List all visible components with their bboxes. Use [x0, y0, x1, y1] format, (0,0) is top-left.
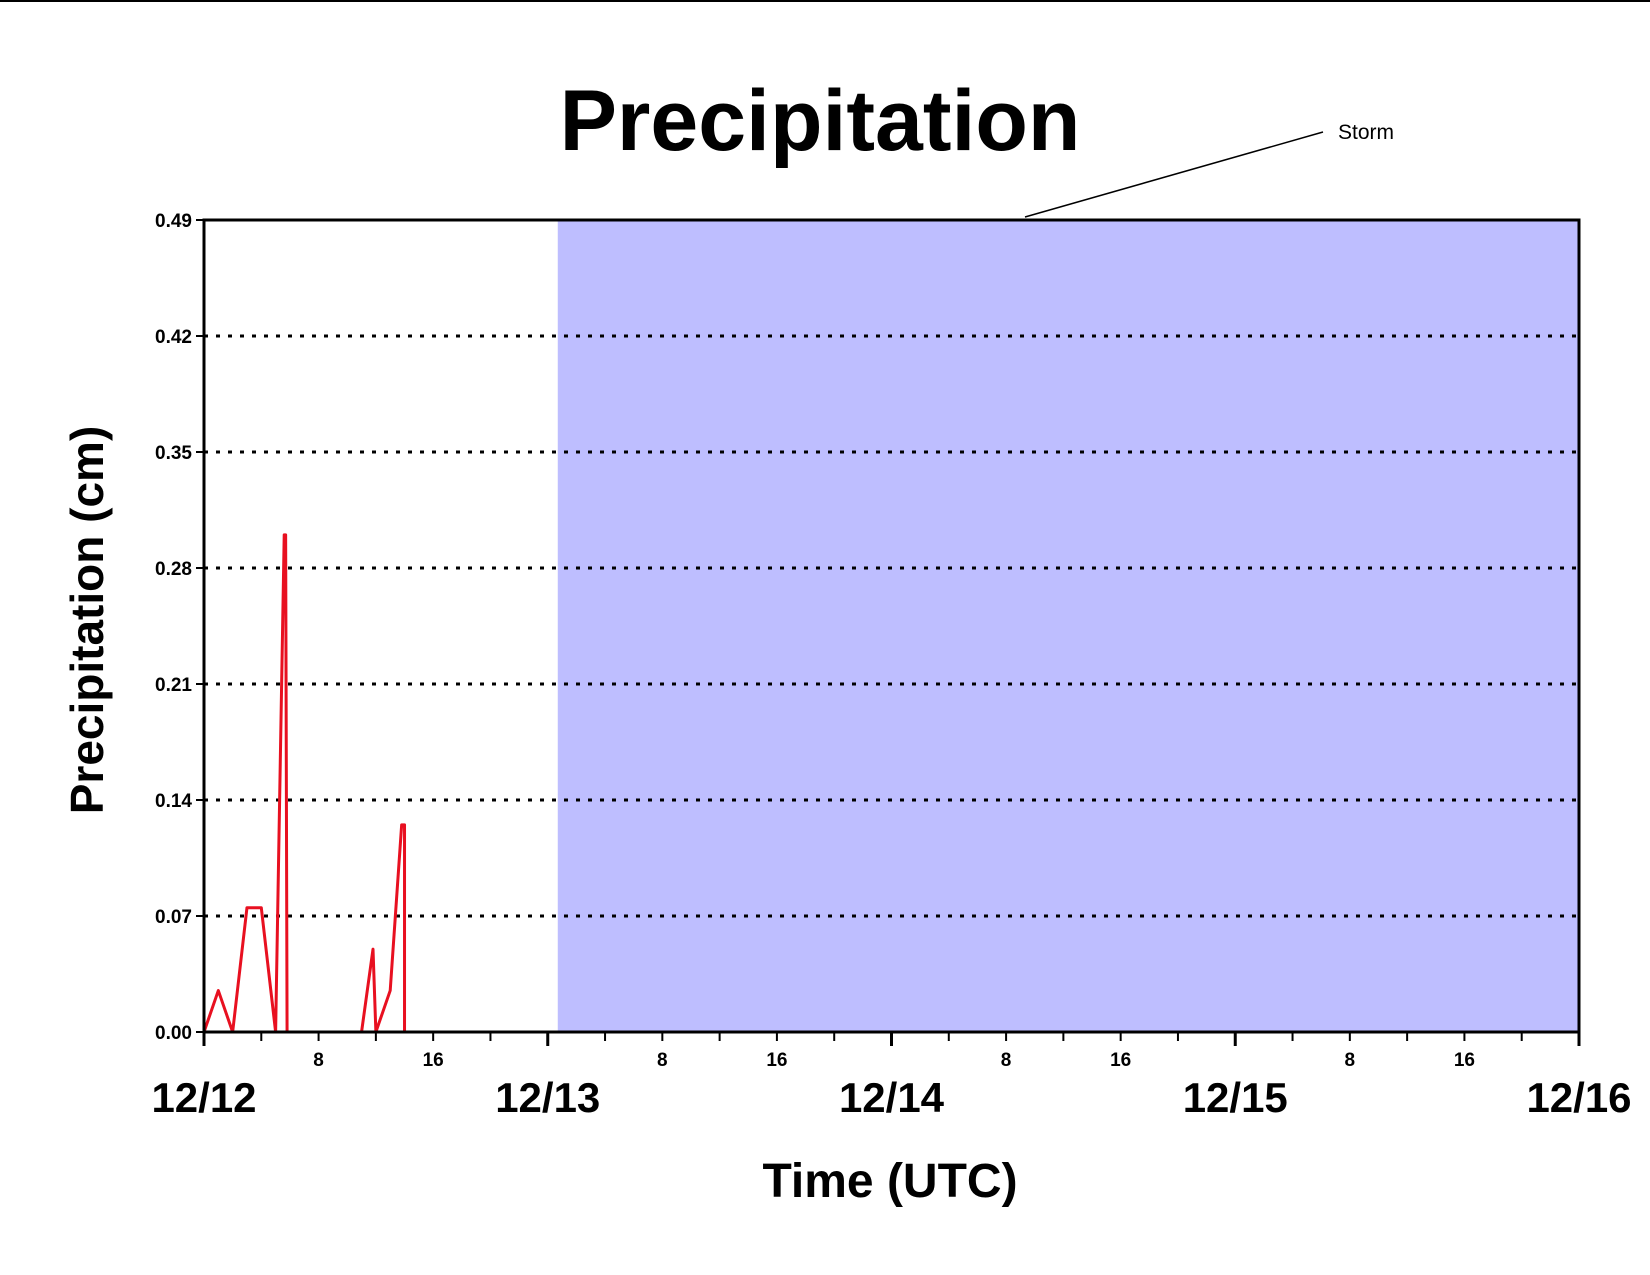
- top-border: [0, 0, 1650, 2]
- y-tick-label: 0.14: [155, 791, 192, 812]
- x-major-tick-label: 12/12: [151, 1074, 256, 1121]
- storm-shading: [557, 220, 1579, 1032]
- x-minor-tick-label: 8: [1345, 1050, 1356, 1071]
- x-major-tick-label: 12/15: [1183, 1074, 1288, 1121]
- gridlines: [204, 334, 1579, 918]
- y-tick-label: 0.21: [155, 675, 192, 696]
- chart-title: Precipitation: [560, 73, 1081, 169]
- x-major-tick-label: 12/13: [495, 1074, 600, 1121]
- storm-leader-line: [1024, 131, 1324, 218]
- x-major-tick-label: 12/14: [839, 1074, 945, 1121]
- x-minor-tick-label: 8: [313, 1050, 324, 1071]
- y-tick-label: 0.00: [155, 1023, 192, 1044]
- y-axis-label: Precipitation (cm): [61, 426, 113, 815]
- y-tick-label: 0.42: [155, 327, 192, 348]
- y-axis-ticks: 0.00 0.07 0.14 0.21 0.28 0.35 0.42 0.49: [155, 211, 204, 1044]
- storm-annotation: Storm: [1338, 121, 1394, 144]
- x-minor-tick-label: 8: [1001, 1050, 1012, 1071]
- y-tick-label: 0.07: [155, 907, 192, 928]
- y-tick-label: 0.28: [155, 559, 192, 580]
- x-minor-tick-label: 16: [766, 1050, 787, 1071]
- x-axis-label: Time (UTC): [762, 1155, 1017, 1208]
- x-axis-ticks: 8 16 8 16 8 16 8 16 12/12 12/13 12/14 12/15 12/16: [151, 1032, 1632, 1121]
- x-major-tick-label: 12/16: [1526, 1074, 1631, 1121]
- x-minor-tick-label: 16: [1110, 1050, 1131, 1071]
- y-tick-label: 0.35: [155, 443, 192, 464]
- y-tick-label: 0.49: [155, 211, 192, 232]
- x-minor-tick-label: 8: [657, 1050, 668, 1071]
- x-minor-tick-label: 16: [1454, 1050, 1475, 1071]
- x-minor-tick-label: 16: [423, 1050, 444, 1071]
